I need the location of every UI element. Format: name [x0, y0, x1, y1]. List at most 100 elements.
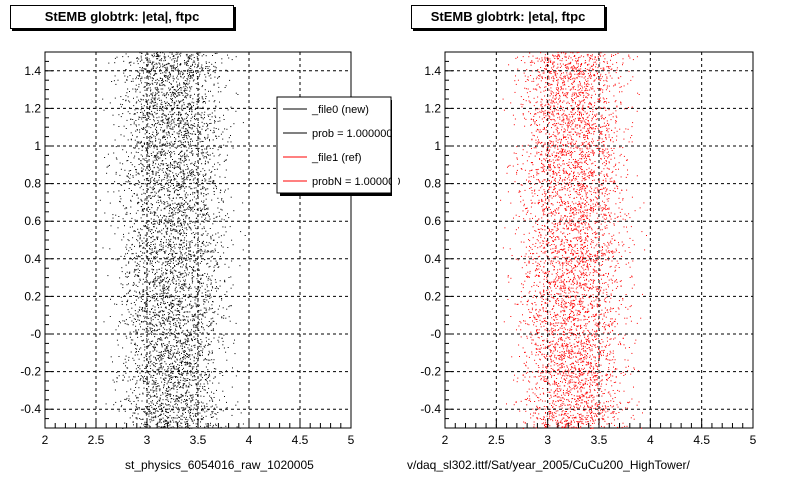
scatter-point: [165, 117, 167, 119]
scatter-point: [191, 127, 193, 129]
scatter-point: [201, 350, 203, 352]
scatter-point: [192, 170, 194, 172]
scatter-point: [208, 266, 210, 268]
scatter-point: [171, 409, 173, 411]
scatter-point: [165, 231, 167, 233]
scatter-point: [144, 308, 146, 310]
scatter-point: [138, 281, 140, 283]
scatter-point: [137, 336, 139, 338]
scatter-point: [180, 155, 182, 157]
scatter-point: [223, 219, 225, 221]
scatter-point: [195, 305, 197, 307]
scatter-point: [158, 414, 160, 416]
scatter-point: [174, 101, 176, 103]
scatter-point: [183, 82, 184, 84]
scatter-point: [175, 286, 177, 288]
scatter-point: [210, 318, 212, 320]
scatter-point: [150, 418, 152, 420]
scatter-point: [184, 342, 186, 343]
scatter-point: [154, 55, 155, 57]
scatter-point: [179, 351, 180, 353]
scatter-point: [134, 155, 136, 157]
scatter-point: [191, 106, 193, 108]
scatter-point: [179, 219, 181, 221]
scatter-point: [166, 230, 168, 232]
scatter-point: [166, 421, 168, 423]
scatter-point: [169, 316, 171, 318]
scatter-point: [171, 417, 173, 419]
scatter-point: [200, 395, 202, 397]
scatter-point: [147, 147, 149, 149]
scatter-point: [149, 71, 151, 73]
scatter-point: [177, 119, 179, 121]
scatter-point: [212, 317, 214, 319]
scatter-point: [144, 316, 146, 318]
scatter-point: [186, 132, 188, 134]
scatter-point: [164, 415, 166, 416]
scatter-point: [150, 375, 152, 377]
scatter-point: [161, 374, 163, 376]
scatter-point: [192, 154, 194, 156]
scatter-point: [127, 276, 129, 277]
scatter-point: [173, 144, 175, 145]
scatter-point: [139, 67, 141, 68]
scatter-point: [154, 317, 156, 319]
scatter-point: [200, 210, 202, 212]
scatter-point: [201, 216, 203, 218]
scatter-point: [180, 123, 182, 124]
scatter-point: [198, 134, 200, 136]
scatter-point: [164, 292, 166, 294]
scatter-point: [178, 135, 180, 137]
scatter-point: [197, 355, 199, 357]
scatter-point: [129, 107, 130, 109]
scatter-point: [145, 378, 146, 380]
scatter-point: [145, 301, 147, 303]
scatter-point: [218, 266, 220, 268]
scatter-point: [200, 116, 202, 118]
scatter-point: [185, 339, 187, 341]
scatter-point: [160, 184, 162, 186]
scatter-point: [207, 212, 209, 214]
scatter-point: [182, 385, 184, 387]
scatter-point: [145, 367, 147, 369]
scatter-point: [156, 112, 158, 114]
right-plot-title: StEMB globtrk: |eta|, ftpc: [411, 5, 605, 29]
scatter-point: [189, 358, 191, 360]
scatter-point: [135, 383, 137, 385]
scatter-point: [188, 288, 190, 290]
scatter-point: [189, 73, 190, 75]
scatter-point: [178, 246, 180, 248]
scatter-point: [159, 52, 161, 54]
scatter-point: [190, 293, 192, 295]
scatter-point: [179, 354, 181, 356]
scatter-point: [167, 351, 169, 353]
scatter-point: [179, 273, 181, 275]
scatter-point: [190, 138, 192, 140]
scatter-point: [135, 363, 137, 365]
scatter-point: [199, 283, 201, 285]
scatter-point: [155, 56, 157, 57]
scatter-point: [148, 425, 150, 427]
scatter-point: [178, 114, 180, 116]
scatter-point: [180, 63, 182, 64]
scatter-point: [162, 285, 164, 287]
scatter-point: [189, 96, 191, 98]
scatter-point: [159, 404, 161, 406]
scatter-point: [168, 354, 170, 356]
scatter-point: [152, 325, 154, 327]
scatter-point: [183, 203, 185, 205]
scatter-point: [178, 112, 180, 114]
scatter-point: [163, 351, 165, 352]
scatter-point: [133, 121, 135, 123]
scatter-point: [139, 296, 141, 298]
scatter-point: [219, 255, 221, 257]
scatter-point: [175, 352, 177, 354]
scatter-point: [163, 331, 165, 333]
scatter-point: [127, 175, 128, 177]
scatter-point: [160, 85, 162, 86]
scatter-point: [156, 56, 158, 57]
scatter-point: [181, 362, 182, 364]
scatter-point: [186, 138, 188, 140]
scatter-point: [157, 132, 159, 134]
